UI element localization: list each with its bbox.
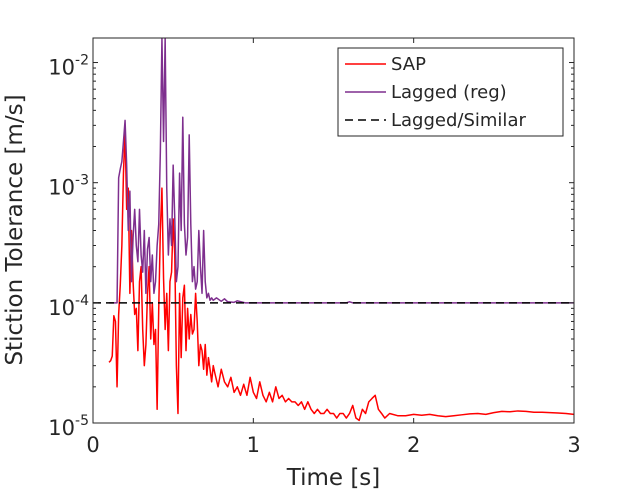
series-line-sap: [108, 130, 574, 422]
series-line-lagged-reg: [109, 38, 574, 304]
y-tick-label: 10-2: [48, 53, 89, 80]
x-tick-label: 3: [567, 433, 580, 457]
series-layer: [93, 38, 574, 422]
y-tick-label: 10-3: [48, 173, 89, 200]
legend-label-lagged-similar: Lagged/Similar: [391, 110, 526, 131]
legend-label-lagged-reg: Lagged (reg): [391, 82, 507, 103]
x-tick-label: 1: [247, 433, 260, 457]
x-tick-label: 0: [86, 433, 99, 457]
legend-label-sap: SAP: [391, 54, 426, 75]
legend: SAP Lagged (reg) Lagged/Similar: [337, 47, 564, 137]
x-axis-label: Time [s]: [286, 465, 381, 491]
y-tick-label: 10-5: [48, 413, 89, 440]
tick-layer: 0 1 2 3 10-5 10-4 10-3 10-2: [48, 38, 581, 457]
x-tick-label: 2: [407, 433, 420, 457]
y-axis-label: Stiction Tolerance [m/s]: [2, 94, 28, 365]
y-tick-label: 10-4: [48, 293, 89, 320]
